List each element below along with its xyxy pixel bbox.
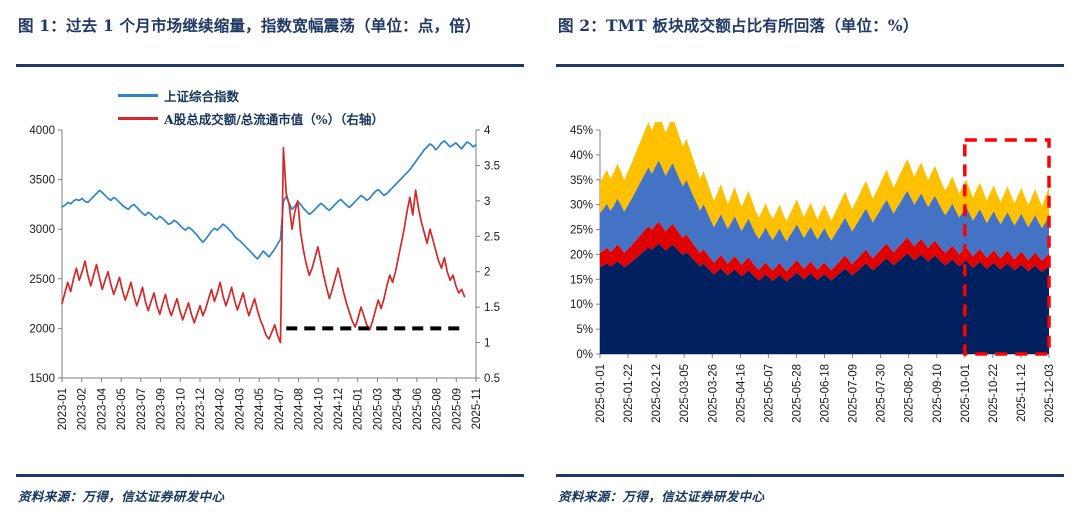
legend-item-sse-index: 上证综合指数 <box>118 86 384 105</box>
svg-text:35%: 35% <box>570 175 593 187</box>
svg-text:2024-08: 2024-08 <box>294 388 306 430</box>
svg-text:1.5: 1.5 <box>484 302 500 314</box>
svg-text:3000: 3000 <box>29 224 55 236</box>
figure-1-panel: 图 1：过去 1 个月市场继续缩量，指数宽幅震荡（单位：点，倍） 上证综合指数 … <box>14 16 524 504</box>
svg-text:2024-07: 2024-07 <box>274 388 286 430</box>
svg-text:2: 2 <box>484 267 490 279</box>
figure-2-panel: 图 2：TMT 板块成交额占比有所回落（单位：%） 电子成交额占比 传媒成交额占… <box>540 0 1080 528</box>
svg-text:2024-02: 2024-02 <box>215 388 227 430</box>
svg-text:3.5: 3.5 <box>484 160 500 172</box>
svg-text:3500: 3500 <box>29 175 55 187</box>
figure-1-legend: 上证综合指数 A股总成交额/总流通市值（%）（右轴） <box>118 86 384 132</box>
figure-2-title: 图 2：TMT 板块成交额占比有所回落（单位：%） <box>558 16 919 35</box>
svg-text:15%: 15% <box>570 274 593 286</box>
legend-label-sse-index: 上证综合指数 <box>164 89 240 104</box>
svg-text:2023-07: 2023-07 <box>136 388 148 430</box>
svg-text:2023-05: 2023-05 <box>116 388 128 430</box>
svg-text:2025-01-01: 2025-01-01 <box>595 364 607 423</box>
svg-text:40%: 40% <box>570 150 593 162</box>
svg-text:25%: 25% <box>570 225 593 237</box>
svg-text:2024-12: 2024-12 <box>333 388 345 430</box>
figure-2-top-divider <box>556 64 1064 67</box>
svg-text:45%: 45% <box>570 125 593 137</box>
svg-text:2024-05: 2024-05 <box>254 388 266 430</box>
svg-text:2025-09: 2025-09 <box>451 388 463 430</box>
svg-text:20%: 20% <box>570 249 593 261</box>
svg-text:2023-04: 2023-04 <box>96 387 108 430</box>
svg-text:2025-06-18: 2025-06-18 <box>820 364 832 423</box>
svg-text:2025-10-22: 2025-10-22 <box>988 364 1000 423</box>
svg-text:0.5: 0.5 <box>484 373 500 385</box>
svg-text:2023-01: 2023-01 <box>57 388 69 430</box>
svg-text:2025-11: 2025-11 <box>471 388 483 429</box>
svg-text:2025-11-12: 2025-11-12 <box>1016 364 1028 422</box>
svg-text:2025-01: 2025-01 <box>353 388 365 430</box>
svg-text:2025-06: 2025-06 <box>412 388 424 430</box>
svg-text:30%: 30% <box>570 200 593 212</box>
svg-text:2025-10-01: 2025-10-01 <box>960 364 972 423</box>
svg-text:2025-02-12: 2025-02-12 <box>651 364 663 423</box>
svg-text:2025-08: 2025-08 <box>432 388 444 430</box>
legend-label-turnover-ratio: A股总成交额/总流通市值（%）（右轴） <box>164 112 384 127</box>
svg-text:2023-10: 2023-10 <box>175 388 187 430</box>
svg-text:1500: 1500 <box>29 373 55 385</box>
svg-text:2024-10: 2024-10 <box>313 388 325 430</box>
figure-2-chart: 0% 5% 10% 15% 20% 25% 30% 35% 40% 45% 2025-01-01 20… <box>544 122 1074 467</box>
legend-line-turnover-ratio <box>118 117 158 120</box>
svg-text:2025-04-16: 2025-04-16 <box>735 364 747 423</box>
svg-text:2025-03-05: 2025-03-05 <box>679 364 691 423</box>
legend-item-turnover-ratio: A股总成交额/总流通市值（%）（右轴） <box>118 109 384 128</box>
figure-1-top-divider <box>16 64 524 67</box>
svg-text:2023-02: 2023-02 <box>77 388 89 430</box>
svg-text:4: 4 <box>484 125 491 137</box>
svg-text:0%: 0% <box>576 349 593 361</box>
svg-text:2025-07-09: 2025-07-09 <box>848 364 860 423</box>
svg-text:2023-12: 2023-12 <box>195 388 207 430</box>
svg-text:2025-07-30: 2025-07-30 <box>876 364 888 423</box>
svg-text:4000: 4000 <box>29 125 55 137</box>
svg-text:2025-12-03: 2025-12-03 <box>1044 364 1056 423</box>
svg-text:2500: 2500 <box>29 274 55 286</box>
svg-text:2025-01-22: 2025-01-22 <box>623 364 635 423</box>
legend-line-sse-index <box>118 94 158 97</box>
svg-text:2.5: 2.5 <box>484 231 500 243</box>
svg-text:2025-08-20: 2025-08-20 <box>904 364 916 423</box>
svg-text:2025-09-10: 2025-09-10 <box>932 364 944 423</box>
figure-2-source: 资料来源：万得，信达证券研发中心 <box>558 489 765 504</box>
svg-text:1: 1 <box>484 338 490 350</box>
svg-text:2000: 2000 <box>29 323 55 335</box>
svg-text:2023-09: 2023-09 <box>156 388 168 430</box>
svg-text:10%: 10% <box>570 299 593 311</box>
figure-1-chart: 1500 2000 2500 3000 3500 4000 0.5 1 1.5 2 2.5 3 3.5 4… <box>14 120 524 465</box>
svg-text:5%: 5% <box>576 324 593 336</box>
svg-text:2025-04: 2025-04 <box>392 387 404 430</box>
figure-2-bottom-divider <box>556 474 1064 477</box>
svg-text:2025-03: 2025-03 <box>372 388 384 430</box>
figure-1-bottom-divider <box>16 474 524 477</box>
svg-text:3: 3 <box>484 196 490 208</box>
svg-text:2024-03: 2024-03 <box>234 388 246 430</box>
figure-1-title: 图 1：过去 1 个月市场继续缩量，指数宽幅震荡（单位：点，倍） <box>18 16 481 35</box>
svg-text:2025-05-07: 2025-05-07 <box>763 364 775 423</box>
svg-text:2025-03-26: 2025-03-26 <box>707 364 719 423</box>
figure-1-source: 资料来源：万得，信达证券研发中心 <box>18 489 225 504</box>
svg-text:2025-05-28: 2025-05-28 <box>791 364 803 423</box>
